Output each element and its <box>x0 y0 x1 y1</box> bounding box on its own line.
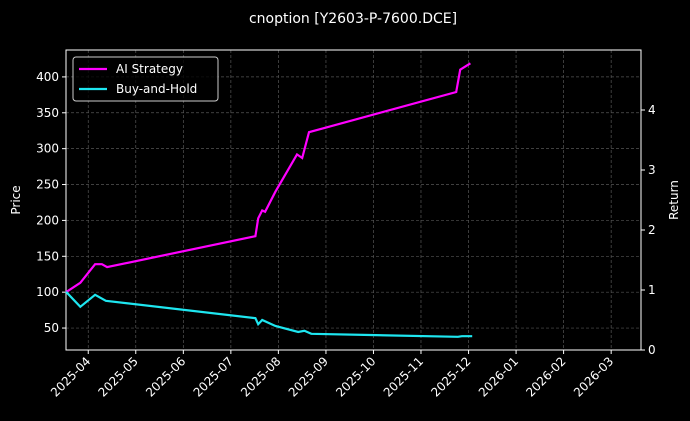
legend-box <box>72 56 219 102</box>
y2-tick-label: 4 <box>648 103 656 117</box>
y-tick-label: 150 <box>36 249 59 263</box>
y2-tick-label: 2 <box>648 223 656 237</box>
legend-label: Buy-and-Hold <box>116 82 197 96</box>
series-line <box>65 291 473 338</box>
y-axis-label: Price <box>9 185 23 214</box>
series-line <box>65 62 471 294</box>
y2-tick-label: 3 <box>648 163 656 177</box>
y-tick-label: 300 <box>36 142 59 156</box>
y-tick-label: 50 <box>44 321 59 335</box>
y2-tick-label: 0 <box>648 343 656 357</box>
y-tick-label: 400 <box>36 70 59 84</box>
y-tick-label: 100 <box>36 285 59 299</box>
legend-label: AI Strategy <box>116 62 183 76</box>
y-tick-label: 200 <box>36 213 59 227</box>
plot-frame <box>65 49 642 351</box>
y2-axis-label: Return <box>667 180 681 220</box>
y-tick-label: 250 <box>36 178 59 192</box>
chart-title: cnoption [Y2603-P-7600.DCE] <box>249 11 457 27</box>
y-tick-label: 350 <box>36 106 59 120</box>
y2-tick-label: 1 <box>648 283 656 297</box>
